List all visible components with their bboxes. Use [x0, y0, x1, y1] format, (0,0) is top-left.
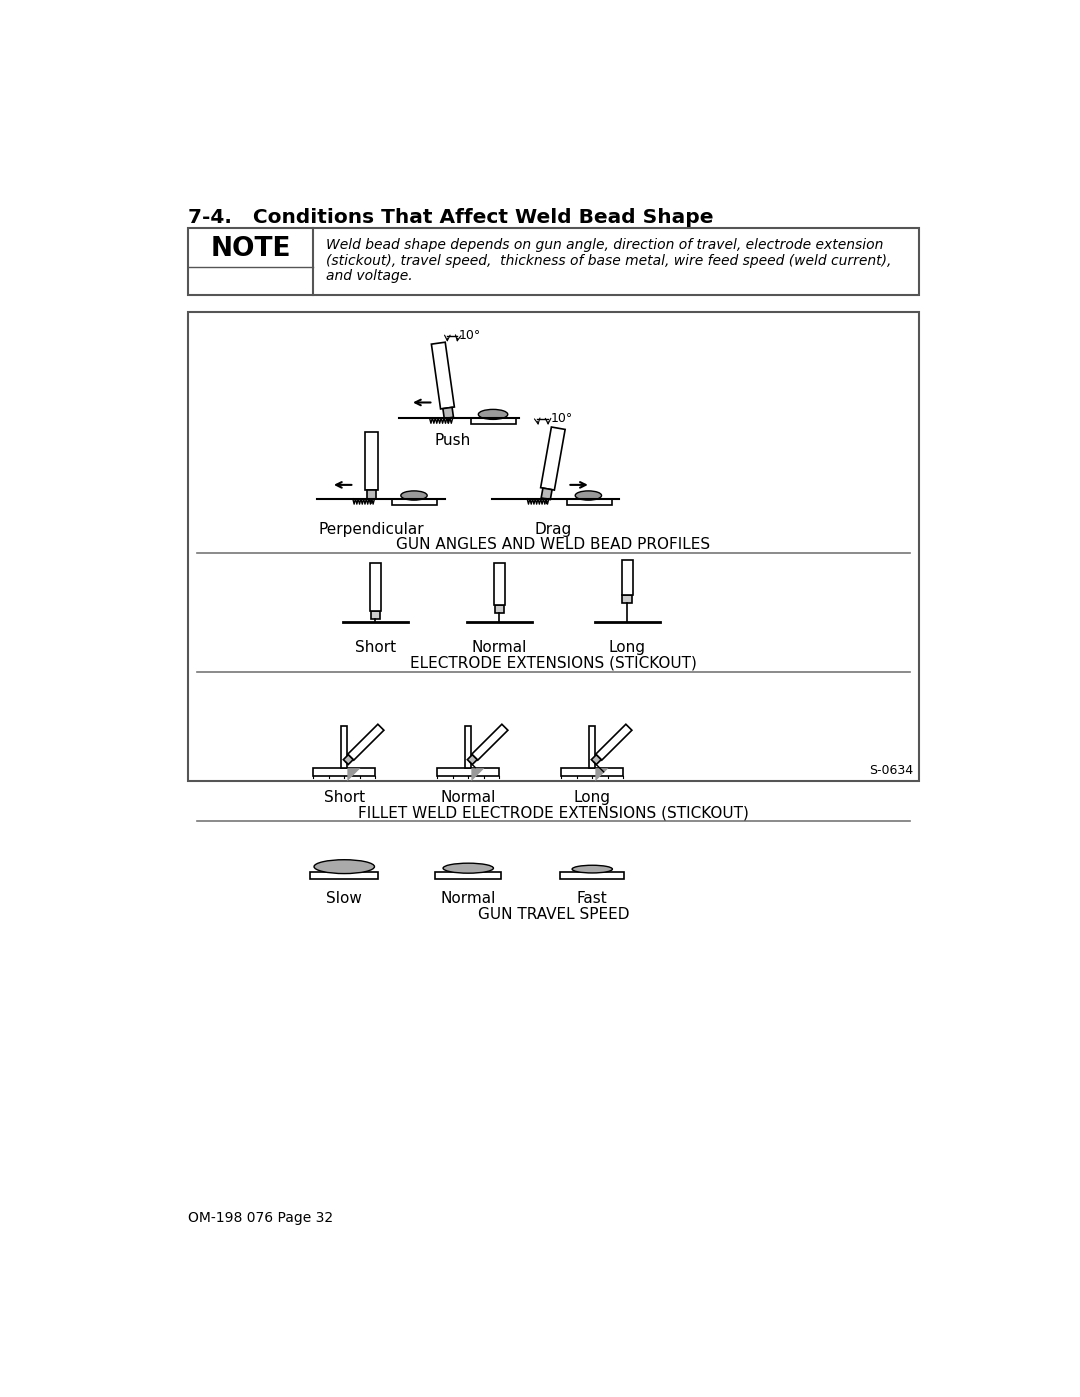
Polygon shape — [431, 342, 455, 409]
Polygon shape — [595, 768, 608, 781]
Text: ELECTRODE EXTENSIONS (STICKOUT): ELECTRODE EXTENSIONS (STICKOUT) — [410, 655, 697, 671]
Text: GUN TRAVEL SPEED: GUN TRAVEL SPEED — [477, 907, 630, 922]
Text: Push: Push — [434, 433, 471, 448]
Text: Short: Short — [354, 640, 395, 655]
Bar — [435, 872, 501, 879]
Bar — [561, 872, 624, 879]
Polygon shape — [596, 724, 632, 760]
Bar — [465, 726, 471, 768]
Polygon shape — [472, 724, 508, 760]
Text: and voltage.: and voltage. — [326, 270, 413, 284]
Bar — [471, 418, 516, 425]
Text: FILLET WELD ELECTRODE EXTENSIONS (STICKOUT): FILLET WELD ELECTRODE EXTENSIONS (STICKO… — [359, 805, 748, 820]
Ellipse shape — [576, 490, 602, 500]
Polygon shape — [348, 724, 383, 760]
Text: Perpendicular: Perpendicular — [319, 522, 424, 536]
Bar — [562, 768, 623, 775]
Bar — [622, 560, 633, 595]
Text: Normal: Normal — [441, 891, 496, 907]
Bar — [437, 768, 499, 775]
Text: Long: Long — [573, 789, 611, 805]
Text: 10°: 10° — [551, 412, 572, 425]
Ellipse shape — [443, 863, 494, 873]
Ellipse shape — [572, 865, 612, 873]
Text: S-0634: S-0634 — [869, 764, 913, 777]
Bar — [567, 499, 611, 504]
Text: Slow: Slow — [326, 891, 362, 907]
Text: Fast: Fast — [577, 891, 608, 907]
Polygon shape — [348, 768, 361, 781]
Text: (stickout), travel speed,  thickness of base metal, wire feed speed (weld curren: (stickout), travel speed, thickness of b… — [326, 254, 891, 268]
Bar — [494, 563, 504, 605]
Text: OM-198 076 Page 32: OM-198 076 Page 32 — [188, 1211, 333, 1225]
Text: Short: Short — [324, 789, 365, 805]
Polygon shape — [365, 432, 378, 489]
Text: Drag: Drag — [535, 522, 572, 536]
Bar — [341, 726, 348, 768]
Text: Normal: Normal — [472, 640, 527, 655]
Polygon shape — [343, 754, 353, 764]
Bar — [188, 228, 919, 295]
Text: Weld bead shape depends on gun angle, direction of travel, electrode extension: Weld bead shape depends on gun angle, di… — [326, 239, 883, 253]
Bar — [188, 313, 919, 781]
Ellipse shape — [314, 859, 375, 873]
Text: 7-4.   Conditions That Affect Weld Bead Shape: 7-4. Conditions That Affect Weld Bead Sh… — [188, 208, 713, 226]
Polygon shape — [471, 768, 484, 781]
Bar — [392, 499, 437, 504]
Text: Long: Long — [609, 640, 646, 655]
Polygon shape — [367, 489, 376, 499]
Text: NOTE: NOTE — [211, 236, 291, 263]
Text: Normal: Normal — [441, 789, 496, 805]
Bar — [313, 768, 375, 775]
Polygon shape — [443, 408, 454, 419]
Bar — [370, 610, 380, 619]
Bar — [590, 726, 595, 768]
Ellipse shape — [401, 490, 428, 500]
Bar — [622, 595, 632, 602]
Polygon shape — [468, 754, 477, 764]
Polygon shape — [541, 488, 552, 500]
Text: GUN ANGLES AND WELD BEAD PROFILES: GUN ANGLES AND WELD BEAD PROFILES — [396, 538, 711, 552]
Bar — [495, 605, 504, 613]
Polygon shape — [541, 427, 565, 490]
Bar — [369, 563, 380, 610]
Ellipse shape — [478, 409, 508, 419]
Bar — [310, 872, 378, 879]
Text: 10°: 10° — [459, 330, 482, 342]
Polygon shape — [592, 754, 602, 764]
